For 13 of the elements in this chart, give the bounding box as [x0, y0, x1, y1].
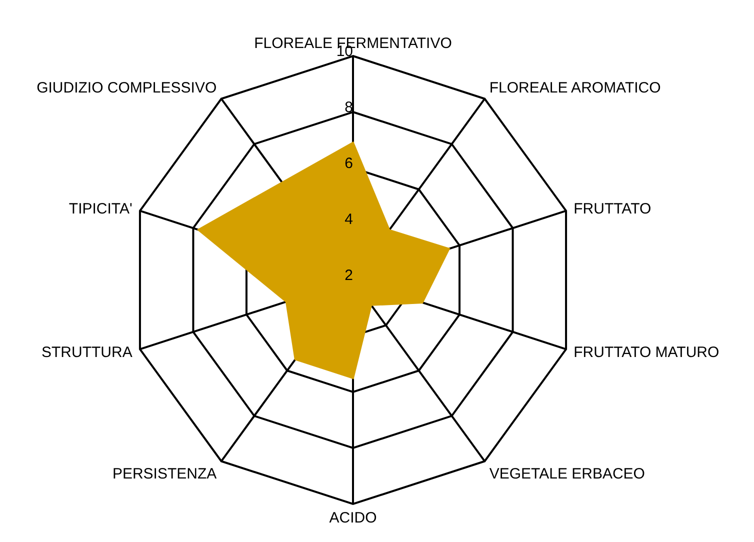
spoke-label: STRUTTURA [42, 344, 132, 362]
spoke-label: FRUTTATO [574, 200, 652, 218]
spoke-label: GIUDIZIO COMPLESSIVO [36, 79, 217, 96]
y-tick-label: 8 [344, 99, 353, 116]
spoke-label: VEGETALE ERBACEO [489, 465, 645, 482]
spoke-label: TIPICITA' [68, 200, 132, 218]
spoke-label: PERSISTENZA [112, 465, 217, 482]
spoke-label: ACIDO [329, 510, 377, 527]
spoke-label: FLOREALE AROMATICO [489, 79, 661, 96]
spoke-label: FRUTTATO MATURO [574, 344, 720, 362]
y-tick-label: 6 [344, 155, 353, 172]
y-tick-label: 4 [344, 211, 353, 228]
y-tick-label: 2 [344, 267, 353, 284]
